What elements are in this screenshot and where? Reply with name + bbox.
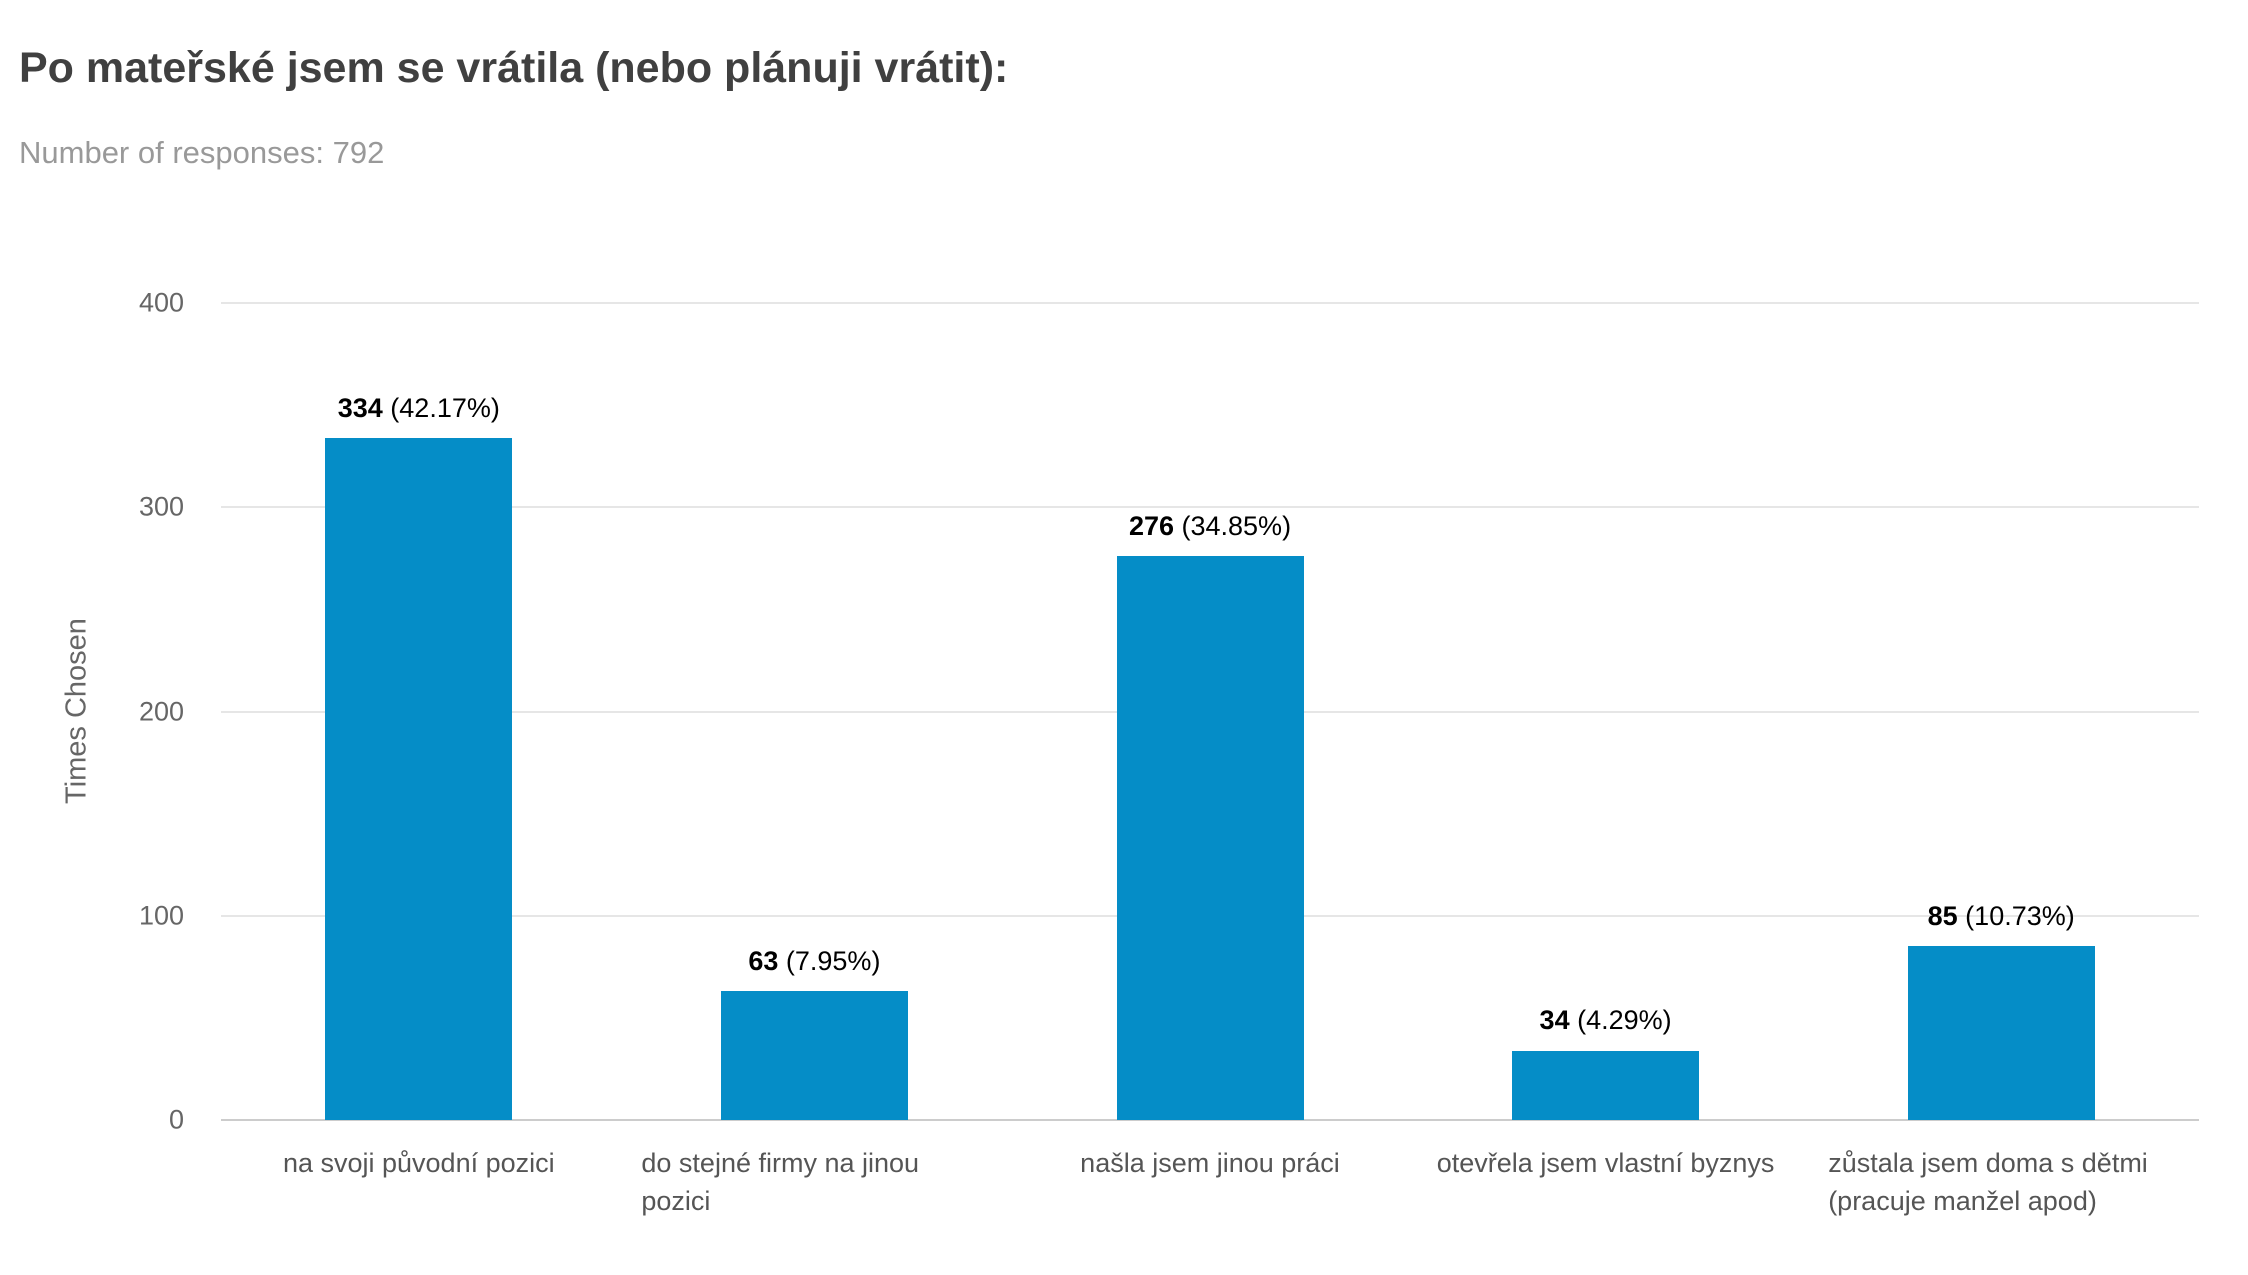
x-tick-label: zůstala jsem doma s dětmi (pracuje manže… [1828,1148,2148,1216]
x-tick-slot: na svoji původní pozici [221,1144,617,1182]
y-axis-label: Times Chosen [60,618,93,804]
data-label-percent: (10.73%) [1957,901,2075,932]
y-tick-label: 0 [168,1104,184,1135]
data-label-count: 34 [1539,1005,1570,1036]
x-axis-baseline [221,1119,2199,1121]
x-tick-label: našla jsem jinou práci [1080,1148,1340,1178]
data-label: 334 (42.17%) [338,391,500,426]
data-label-count: 85 [1927,901,1958,932]
x-tick-label: na svoji původní pozici [282,1148,555,1178]
plot-area: 0 100 200 300 400 334 (42.17%) na svoji původn… [139,289,2199,1216]
y-tick-label: 100 [138,900,184,931]
x-tick-slot: zůstala jsem doma s dětmi (pracuje manže… [1803,1144,2199,1220]
x-tick-label: do stejné firmy na jinou pozici [641,1148,920,1216]
data-label-count: 276 [1128,511,1174,542]
bar [1512,1050,1700,1120]
data-label: 276 (34.85%) [1129,509,1291,544]
data-label: 63 (7.95%) [748,944,880,979]
data-label-percent: (7.95%) [778,946,881,977]
data-label-percent: (42.17%) [382,392,500,423]
x-tick-slot: našla jsem jinou práci [1012,1144,1408,1182]
data-label-percent: (34.85%) [1174,511,1292,542]
data-label-percent: (4.29%) [1569,1005,1672,1036]
chart-subtitle: Number of responses: 792 [19,135,385,170]
x-tick-slot: otevřela jsem vlastní byznys [1408,1144,1804,1182]
x-tick-label: otevřela jsem vlastní byznys [1436,1148,1775,1178]
bar [720,991,908,1120]
x-tick-slot: do stejné firmy na jinou pozici [617,1144,1013,1220]
gridline [221,506,2199,509]
bar [1907,946,2095,1120]
data-label: 34 (4.29%) [1540,1003,1672,1038]
chart-title: Po mateřské jsem se vrátila (nebo plánuj… [19,44,1009,92]
data-label: 85 (10.73%) [1928,899,2075,934]
y-tick-label: 300 [138,491,184,522]
data-label-count: 63 [748,946,779,977]
y-tick-label: 400 [138,287,184,318]
bar [325,437,513,1120]
gridline [221,302,2199,304]
bar [1116,556,1304,1120]
y-tick-label: 200 [138,696,184,726]
data-label-count: 334 [337,392,383,423]
